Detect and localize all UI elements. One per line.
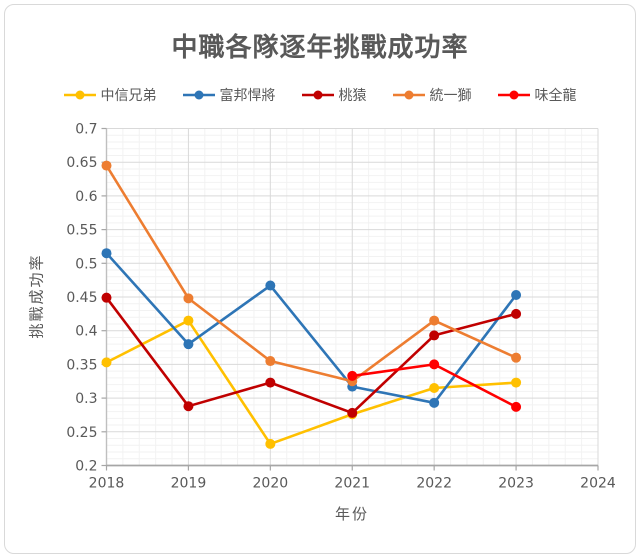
series-2-marker — [183, 401, 194, 412]
legend: 中信兄弟 富邦悍將 桃猿 統一獅 味全龍 — [0, 85, 640, 105]
series-0-marker — [429, 382, 440, 393]
x-tick-label: 2023 — [498, 476, 534, 492]
series-4-marker — [511, 401, 522, 412]
legend-marker-icon — [392, 90, 425, 100]
legend-label: 富邦悍將 — [219, 88, 276, 104]
series-3-marker — [101, 160, 112, 171]
legend-label: 中信兄弟 — [100, 88, 157, 104]
series-1-marker — [101, 248, 112, 259]
legend-label: 統一獅 — [429, 88, 472, 104]
series-0-marker — [101, 357, 112, 368]
y-tick-label: 0.35 — [66, 357, 97, 373]
x-tick-label: 2024 — [580, 476, 616, 492]
y-tick-label: 0.3 — [75, 391, 97, 407]
legend-item: 味全龍 — [497, 85, 577, 105]
series-2-marker — [265, 377, 276, 388]
y-axis-title: 挑戰成功率 — [27, 253, 46, 339]
series-0-marker — [183, 315, 194, 326]
x-tick-label: 2021 — [334, 476, 370, 492]
legend-marker-icon — [497, 90, 530, 100]
series-3-marker — [183, 293, 194, 304]
legend-marker-icon — [182, 90, 215, 100]
series-2-line — [105, 296, 518, 415]
x-axis-title: 年份 — [334, 505, 369, 523]
series-1-marker — [183, 339, 194, 350]
chart-title: 中職各隊逐年挑戰成功率 — [171, 33, 469, 63]
series-3-marker — [429, 315, 440, 326]
legend-label: 味全龍 — [534, 88, 577, 104]
y-tick-label: 0.25 — [66, 425, 97, 441]
y-tick-label: 0.6 — [75, 189, 97, 205]
legend-label: 桃猿 — [338, 88, 367, 104]
series-3-marker — [265, 356, 276, 367]
legend-marker-icon — [301, 90, 334, 100]
legend-item: 富邦悍將 — [182, 85, 276, 105]
series-2-marker — [347, 407, 358, 418]
series-1-line — [105, 251, 518, 405]
series-1-marker — [511, 289, 522, 300]
series-2-marker — [429, 330, 440, 341]
y-tick-label: 0.5 — [75, 256, 97, 272]
series-1-marker — [429, 397, 440, 408]
y-tick-label: 0.45 — [66, 290, 97, 306]
series-1-marker — [265, 280, 276, 291]
y-tick-label: 0.55 — [66, 223, 97, 239]
y-tick-label: 0.4 — [75, 324, 97, 340]
series-4-marker — [347, 370, 358, 381]
x-tick-label: 2020 — [253, 476, 289, 492]
y-tick-label: 0.7 — [75, 122, 97, 138]
legend-item: 中信兄弟 — [63, 85, 157, 105]
x-tick-label: 2022 — [416, 476, 452, 492]
series-0-marker — [511, 377, 522, 388]
series-3-marker — [511, 352, 522, 363]
series-3-line — [105, 164, 518, 383]
series-0-marker — [265, 438, 276, 449]
series-2-marker — [511, 308, 522, 319]
x-tick-label: 2018 — [89, 476, 125, 492]
y-tick-label: 0.2 — [75, 459, 97, 475]
x-tick-label: 2019 — [171, 476, 207, 492]
legend-item: 統一獅 — [392, 85, 472, 105]
legend-marker-icon — [63, 90, 96, 100]
legend-item: 桃猿 — [301, 85, 367, 105]
series-2-marker — [101, 292, 112, 303]
y-tick-label: 0.65 — [66, 155, 97, 171]
series-4-marker — [429, 359, 440, 370]
